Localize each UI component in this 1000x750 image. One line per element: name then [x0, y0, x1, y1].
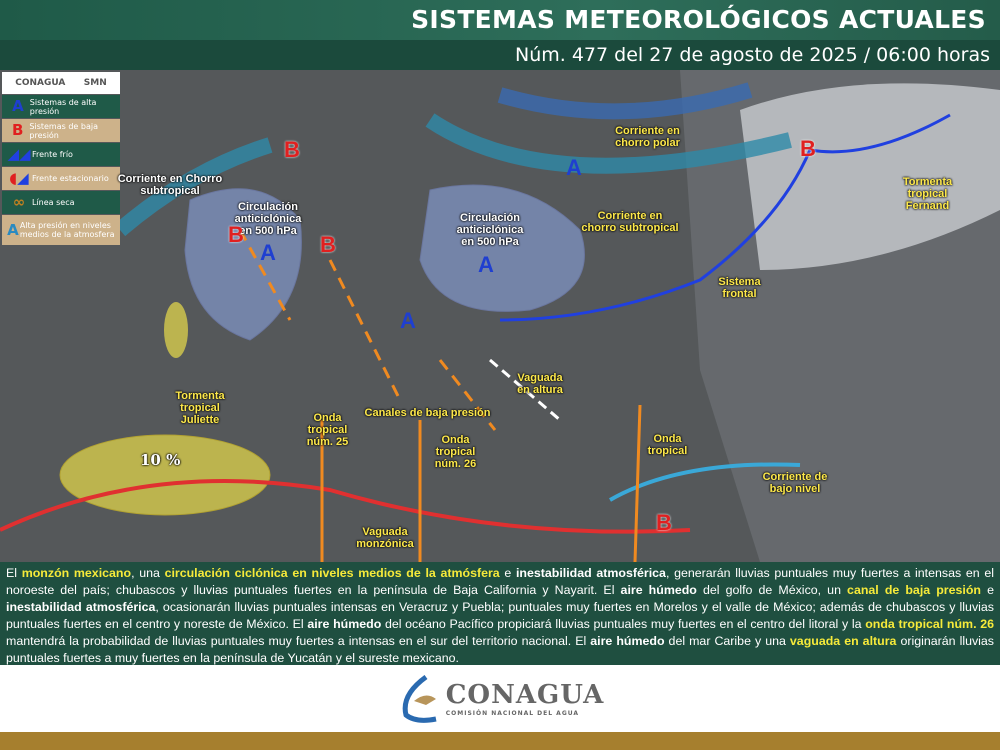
conagua-emblem-icon — [402, 674, 437, 723]
probability-area — [59, 434, 271, 516]
label-polar-jet: Corriente en chorro polar — [615, 125, 680, 149]
dry-line-icon: ∞ — [12, 193, 26, 211]
low-pressure-marker: B — [228, 222, 244, 247]
highlighted-term: aire húmedo — [307, 617, 382, 631]
legend-item-mid-level-high: A Alta presión en niveles medios de la at… — [2, 215, 120, 245]
bulletin-segment: El — [6, 566, 22, 580]
highlighted-term: inestabilidad atmosférica — [6, 600, 156, 614]
smn-logo: SMN — [83, 78, 107, 88]
cloud-mass-northeast — [740, 83, 1000, 270]
legend-item-dry-line: ∞ Línea seca — [2, 191, 120, 214]
label-storm-fernand: Tormenta tropical Fernand — [902, 176, 953, 212]
highlighted-term: onda tropical núm. 26 — [865, 617, 994, 631]
anticyclone-region-east — [419, 184, 585, 312]
agency-logos: CONAGUA SMN — [2, 72, 120, 94]
storm-track-juliette — [164, 302, 188, 358]
label-upper-trough: Vaguada en altura — [517, 372, 563, 396]
label-subtropical-jet-east: Corriente en chorro subtropical — [581, 210, 679, 234]
bulletin-segment: originarán lluvias puntuales fuertes a m… — [6, 634, 994, 665]
low-pressure-marker: B — [800, 136, 816, 161]
label-anticyclone-west: Circulación anticiclónica en 500 hPa — [234, 201, 302, 237]
low-pressure-channels — [238, 229, 497, 431]
bulletin-segment: del océano Pacífico propiciará lluvias p… — [381, 617, 866, 631]
cold-front-icon: ◢◢ — [7, 145, 31, 163]
legend-item-stationary-front: ◖◢ Frente estacionario — [2, 167, 120, 190]
conagua-logo: CONAGUA — [15, 78, 66, 88]
legend-item-cold-front: ◢◢ Frente frío — [2, 143, 120, 166]
frontal-system — [499, 113, 951, 322]
legend: CONAGUA SMN A Sistemas de alta presión B Si… — [2, 72, 120, 245]
polar-jet — [497, 82, 753, 120]
low-pressure-marker: B — [320, 232, 336, 257]
low-level-jet — [609, 462, 801, 502]
bulletin-segment: mantendrá la probabilidad de lluvias pun… — [6, 634, 591, 648]
label-low-pressure-channels: Canales de baja presión — [364, 407, 491, 419]
stationary-front-icon: ◖◢ — [9, 169, 29, 187]
subtropical-jet-east — [425, 113, 792, 174]
anticyclone-region-west — [184, 188, 302, 341]
label-tropical-wave-25: Onda tropical núm. 25 — [306, 412, 349, 448]
bulletin-segment: , ocasionarán lluvias puntuales intensas… — [6, 600, 994, 631]
bulletin-number-date: Núm. 477 del 27 de agosto de 2025 / 06:0… — [0, 40, 1000, 70]
highlighted-term: aire húmedo — [590, 634, 665, 648]
bulletin-text: El monzón mexicano, una circulación cicl… — [0, 562, 1000, 665]
page-title: SISTEMAS METEOROLÓGICOS ACTUALES — [0, 0, 1000, 40]
label-subtropical-jet: Corriente en Chorro subtropical — [117, 173, 223, 197]
highlighted-term: aire húmedo — [620, 583, 697, 597]
low-pressure-icon: B — [11, 121, 24, 139]
high-pressure-marker: A — [400, 308, 416, 333]
legend-item-low: B Sistemas de baja presión — [2, 119, 120, 142]
subtropical-jet-west — [114, 137, 273, 237]
highlighted-term: vaguada en altura — [789, 634, 897, 648]
bulletin-segment: e — [499, 566, 516, 580]
label-storm-juliette: Tormenta tropical Juliette — [175, 390, 225, 426]
label-anticyclone-east: Circulación anticiclónica en 500 hPa — [456, 212, 524, 248]
label-frontal-system: Sistema frontal — [718, 276, 761, 300]
label-monsoon-trough: Vaguada monzónica — [356, 526, 414, 550]
map-graphics — [0, 70, 1000, 562]
highlighted-term: canal de baja presión — [847, 583, 981, 597]
label-tropical-wave-26: Onda tropical núm. 26 — [434, 434, 477, 470]
footer: CONAGUA COMISIÓN NACIONAL DEL AGUA — [0, 665, 1000, 732]
highlighted-term: monzón mexicano — [21, 566, 132, 580]
monsoon-trough — [0, 479, 691, 534]
bulletin-segment: , una — [131, 566, 165, 580]
bulletin-segment: e — [981, 583, 994, 597]
tropical-waves — [320, 404, 642, 562]
low-pressure-marker: B — [284, 137, 300, 162]
weather-map: CONAGUA SMN A Sistemas de alta presión B Si… — [0, 70, 1000, 562]
high-pressure-marker: A — [260, 240, 276, 265]
highlighted-term: circulación ciclónica en niveles medios … — [164, 566, 500, 580]
bulletin-segment: del mar Caribe y una — [664, 634, 790, 648]
footer-bar — [0, 732, 1000, 750]
footer-logo-text: CONAGUA — [445, 680, 605, 710]
high-pressure-marker: A — [478, 252, 494, 277]
label-tropical-wave: Onda tropical — [647, 433, 688, 457]
high-pressure-icon: A — [12, 97, 24, 115]
probability-label: 10 % — [140, 451, 181, 469]
mid-level-high-icon: A — [7, 220, 19, 239]
high-pressure-marker: A — [566, 155, 582, 180]
legend-item-high: A Sistemas de alta presión — [2, 95, 120, 118]
highlighted-term: inestabilidad atmosférica — [515, 566, 666, 580]
label-low-level-jet: Corriente de bajo nivel — [762, 471, 828, 495]
bulletin-segment: del golfo de México, un — [696, 583, 848, 597]
bulletin-segment: , generarán lluvias puntuales muy fuerte… — [6, 566, 994, 597]
footer-tagline: COMISIÓN NACIONAL DEL AGUA — [445, 710, 580, 717]
low-pressure-marker: B — [656, 510, 672, 535]
